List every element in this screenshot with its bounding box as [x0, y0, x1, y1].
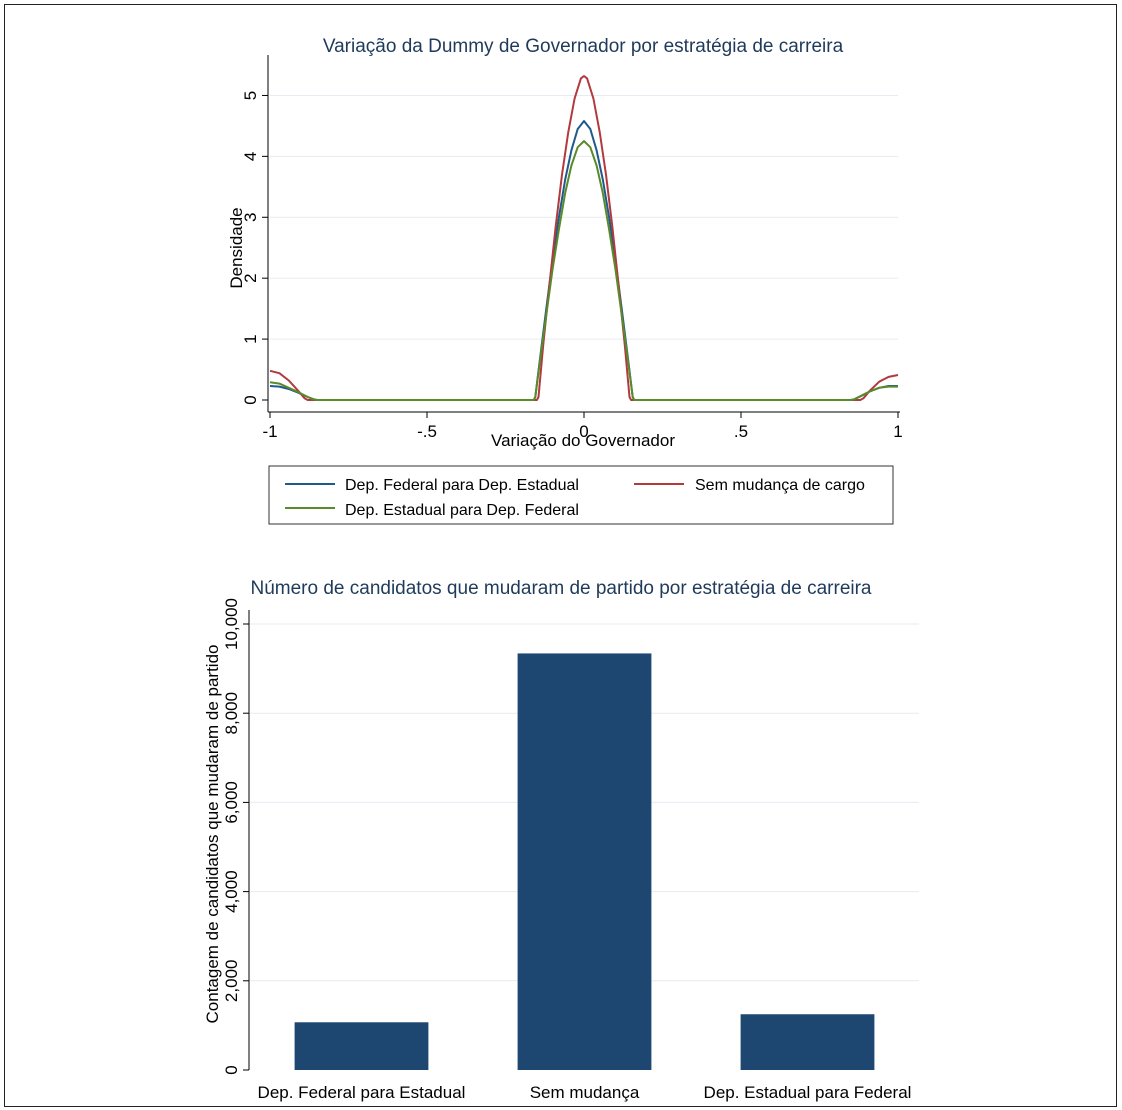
density-gridlines: [270, 94, 898, 340]
bar-y-tick-label: 10,000: [222, 598, 241, 650]
bar-y-tick-label: 6,000: [222, 781, 241, 824]
density-series-line-1: [269, 75, 899, 401]
density-x-tick-label: .5: [734, 422, 748, 441]
density-y-tick-label: 1: [241, 334, 260, 343]
bar-chart-title: Número de candidatos que mudaram de part…: [250, 578, 871, 599]
density-x-tick-label: 1: [893, 422, 902, 441]
legend-box: [268, 465, 894, 525]
density-axes: [267, 55, 900, 413]
density-chart: Variação da Dummy de Governador por estr…: [227, 36, 903, 525]
bar-y-tick-label: 2,000: [222, 960, 241, 1003]
density-series: [269, 75, 899, 401]
bar-y-tick-label: 0: [222, 1065, 241, 1074]
figure-frame: [4, 4, 1117, 1107]
bar-y-tick-label: 8,000: [222, 692, 241, 735]
bar-chart: Número de candidatos que mudaram de part…: [203, 578, 919, 1102]
bar-2: [740, 1014, 875, 1070]
density-x-ticks: -1 -.5 0 .5 1: [262, 412, 903, 441]
density-series-line-0: [269, 120, 898, 401]
bar-y-axis-title: Contagem de candidatos que mudaram de pa…: [203, 645, 222, 1024]
density-y-tick-label: 2: [241, 273, 260, 282]
bar-category-labels: Dep. Federal para Estadual Sem mudança Dep…: [258, 1083, 912, 1102]
density-y-ticks: 0 1 2 3 4 5: [241, 91, 268, 405]
legend-label-sem-mudanca: Sem mudança de cargo: [695, 477, 865, 494]
density-chart-title: Variação da Dummy de Governador por estr…: [323, 36, 844, 57]
density-y-tick-label: 5: [241, 91, 260, 100]
bar-0: [294, 1022, 429, 1070]
bar-1: [517, 653, 652, 1070]
density-chart-panel: Variação da Dummy de Governador por estr…: [205, 18, 923, 551]
legend-label-federal-estadual: Dep. Federal para Dep. Estadual: [345, 477, 579, 494]
bar-category-label: Dep. Federal para Estadual: [258, 1083, 466, 1102]
bar-category-label: Sem mudança: [530, 1083, 640, 1102]
density-y-axis-title: Densidade: [227, 207, 246, 288]
density-y-tick-label: 4: [241, 152, 260, 161]
density-x-tick-label: 0: [579, 422, 588, 441]
density-y-tick-label: 0: [241, 395, 260, 404]
density-x-tick-label: -.5: [417, 422, 437, 441]
density-y-tick-label: 3: [241, 213, 260, 222]
bar-y-ticks: 0 2,000 4,000 6,000 8,000 10,000: [222, 598, 249, 1075]
density-legend: Dep. Federal para Dep. Estadual Sem muda…: [268, 465, 894, 525]
legend-label-estadual-federal: Dep. Estadual para Dep. Federal: [345, 502, 579, 519]
bar-chart-panel: Número de candidatos que mudaram de part…: [201, 564, 936, 1102]
density-series-line-2: [269, 140, 898, 401]
bar-y-tick-label: 4,000: [222, 870, 241, 913]
density-x-axis-title: Variação do Governador: [491, 431, 675, 450]
bar-category-label: Dep. Estadual para Federal: [704, 1083, 912, 1102]
density-x-tick-label: -1: [262, 422, 277, 441]
bar-series: [294, 653, 875, 1070]
